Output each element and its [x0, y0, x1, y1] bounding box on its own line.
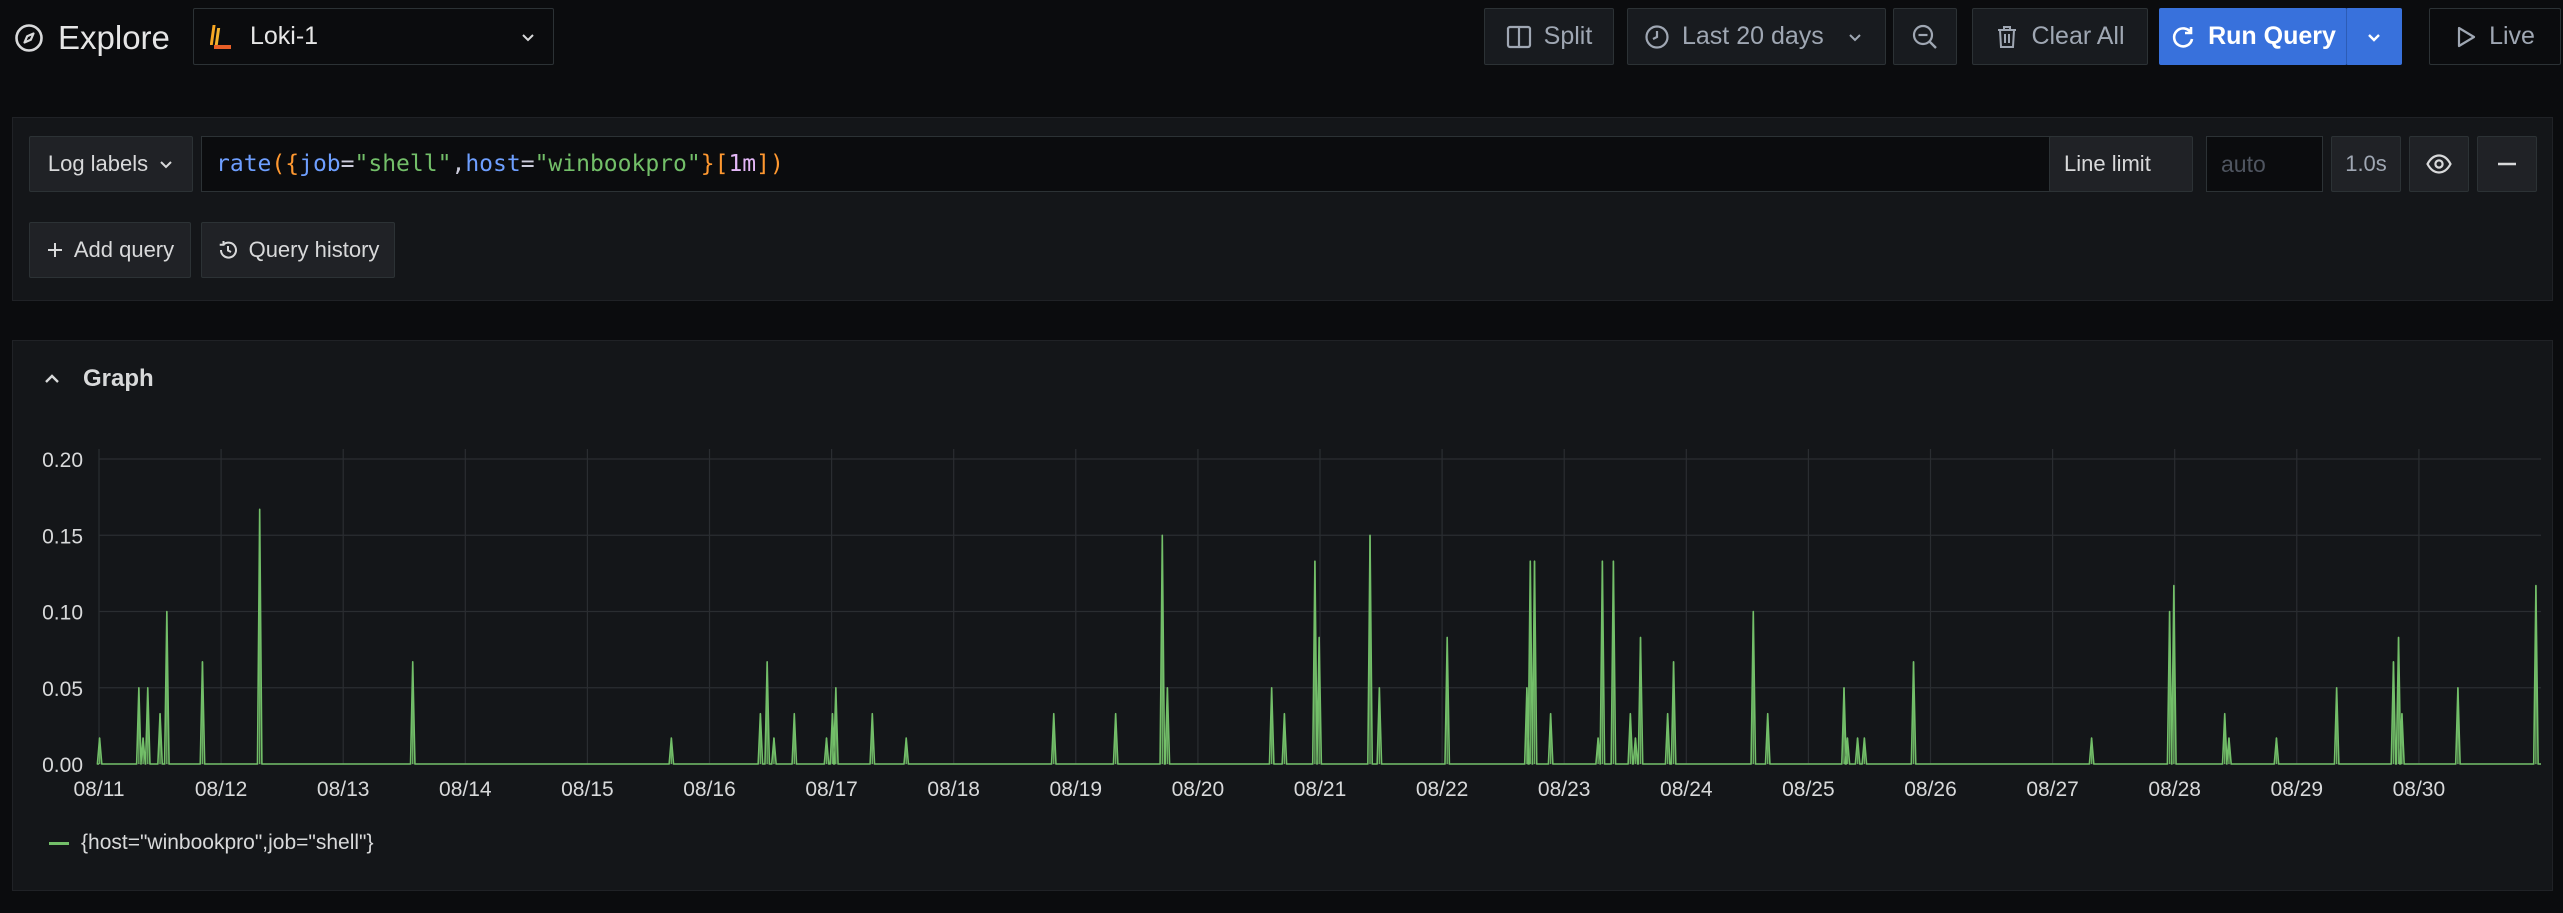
- refresh-icon: [2172, 26, 2194, 48]
- x-tick-label: 08/16: [683, 778, 736, 801]
- x-tick-label: 08/23: [1538, 778, 1591, 801]
- run-query-button[interactable]: Run Query: [2159, 8, 2347, 65]
- plus-icon: [47, 243, 62, 257]
- x-tick-label: 08/27: [2026, 778, 2079, 801]
- split-label: Split: [1543, 22, 1593, 50]
- x-tick-label: 08/13: [317, 778, 370, 801]
- x-tick-label: 08/12: [195, 778, 248, 801]
- chevron-down-icon: [1849, 33, 1861, 41]
- loki-logo-icon: [210, 24, 231, 49]
- live-label: Live: [2489, 22, 2535, 50]
- x-tick-label: 08/22: [1416, 778, 1469, 801]
- query-history-label: Query history: [248, 237, 380, 262]
- remove-query-button[interactable]: [2477, 136, 2537, 192]
- y-tick-label: 0.20: [42, 449, 83, 472]
- graph-panel: 0.00 0.05 0.10 0.15 0.20 08/11 08/12 08/13 08/14…: [12, 340, 2553, 891]
- datasource-name: Loki-1: [250, 22, 319, 50]
- query-token-function: rate: [216, 151, 272, 177]
- time-range-label: Last 20 days: [1682, 22, 1824, 50]
- query-token-operator: =: [520, 151, 535, 177]
- query-token-bracket: ]: [756, 151, 771, 177]
- page-title: Explore: [58, 19, 170, 56]
- query-row: Log labels rate({job = "shell", host = "winbo…: [12, 117, 2553, 301]
- query-token-paren: ): [770, 151, 784, 177]
- log-labels-button[interactable]: Log labels: [29, 136, 193, 192]
- query-token-bracket: [: [714, 151, 729, 177]
- query-token-paren: (: [271, 151, 286, 177]
- y-tick-label: 0.05: [42, 678, 83, 701]
- explore-brand: Explore: [14, 14, 170, 62]
- line-limit-text: Line limit: [2064, 151, 2151, 176]
- y-tick-label: 0.15: [42, 525, 83, 548]
- eye-icon: [2426, 154, 2452, 174]
- query-token-label: job: [299, 151, 341, 177]
- add-query-button[interactable]: Add query: [29, 222, 191, 278]
- query-token-brace: }: [700, 151, 715, 177]
- x-tick-label: 08/21: [1294, 778, 1347, 801]
- compass-icon: [15, 24, 43, 52]
- legend-swatch: [49, 841, 69, 845]
- graph-title: Graph: [83, 365, 154, 392]
- graph-chart[interactable]: 0.00 0.05 0.10 0.15 0.20 08/11 08/12 08/13 08/14…: [13, 341, 2552, 890]
- x-tick-label: 08/26: [1904, 778, 1957, 801]
- x-tick-label: 08/14: [439, 778, 492, 801]
- x-tick-label: 08/30: [2393, 778, 2446, 801]
- columns-icon: [1506, 25, 1531, 48]
- run-query-label: Run Query: [2208, 22, 2336, 50]
- time-range-picker[interactable]: Last 20 days: [1627, 8, 1886, 65]
- run-query-options-button[interactable]: [2346, 8, 2402, 65]
- zoom-out-button[interactable]: [1893, 8, 1957, 65]
- query-history-button[interactable]: Query history: [201, 222, 395, 278]
- minus-icon: [2498, 162, 2516, 166]
- x-tick-label: 08/29: [2271, 778, 2324, 801]
- history-icon: [219, 241, 237, 259]
- x-tick-label: 08/11: [74, 778, 125, 801]
- query-duration-badge: 1.0s: [2331, 136, 2401, 192]
- x-tick-label: 08/25: [1782, 778, 1835, 801]
- x-tick-label: 08/20: [1172, 778, 1225, 801]
- y-tick-label: 0.10: [42, 602, 83, 625]
- chevron-up-icon: [45, 374, 59, 383]
- explore-toolbar: Explore Loki-1 Split Last 20 days: [0, 0, 2563, 76]
- trash-icon: [1998, 25, 2017, 48]
- x-tick-label: 08/17: [805, 778, 858, 801]
- clock-icon: [1645, 24, 1669, 49]
- x-tick-label: 08/18: [927, 778, 980, 801]
- query-token-string: "shell": [354, 151, 452, 177]
- graph-legend[interactable]: {host="winbookpro",job="shell"}: [49, 831, 374, 855]
- datasource-picker[interactable]: Loki-1: [193, 8, 554, 65]
- line-limit-input[interactable]: [2206, 136, 2323, 192]
- chevron-down-icon: [522, 33, 534, 41]
- split-button[interactable]: Split: [1484, 8, 1614, 65]
- query-token-brace: {: [285, 151, 300, 177]
- query-token-comma: ,: [451, 151, 466, 177]
- clear-all-label: Clear All: [2031, 22, 2125, 50]
- log-labels-label: Log labels: [47, 151, 149, 176]
- x-tick-label: 08/19: [1050, 778, 1103, 801]
- y-tick-label: 0.00: [42, 754, 83, 777]
- query-token-string: "winbookpro": [534, 151, 701, 177]
- x-tick-label: 08/28: [2148, 778, 2201, 801]
- hide-query-button[interactable]: [2409, 136, 2469, 192]
- graph-toggle[interactable]: Graph: [43, 359, 154, 399]
- query-token-label: host: [465, 151, 521, 177]
- query-token-operator: =: [340, 151, 355, 177]
- line-limit-label: Line limit: [2049, 136, 2193, 192]
- x-tick-label: 08/24: [1660, 778, 1713, 801]
- query-duration: 1.0s: [2345, 151, 2387, 176]
- add-query-label: Add query: [73, 237, 175, 262]
- clear-all-button[interactable]: Clear All: [1972, 8, 2148, 65]
- query-editor[interactable]: rate({job = "shell", host = "winbookpro"}[1m]…: [201, 136, 2053, 192]
- zoom-out-icon: [1912, 24, 1937, 49]
- x-tick-label: 08/15: [561, 778, 614, 801]
- live-button[interactable]: Live: [2429, 8, 2561, 65]
- chevron-down-icon: [2368, 33, 2380, 42]
- play-icon: [2457, 26, 2476, 47]
- query-token-duration: 1m: [728, 151, 757, 177]
- chevron-down-icon: [160, 161, 172, 169]
- legend-series-label: {host="winbookpro",job="shell"}: [81, 831, 374, 854]
